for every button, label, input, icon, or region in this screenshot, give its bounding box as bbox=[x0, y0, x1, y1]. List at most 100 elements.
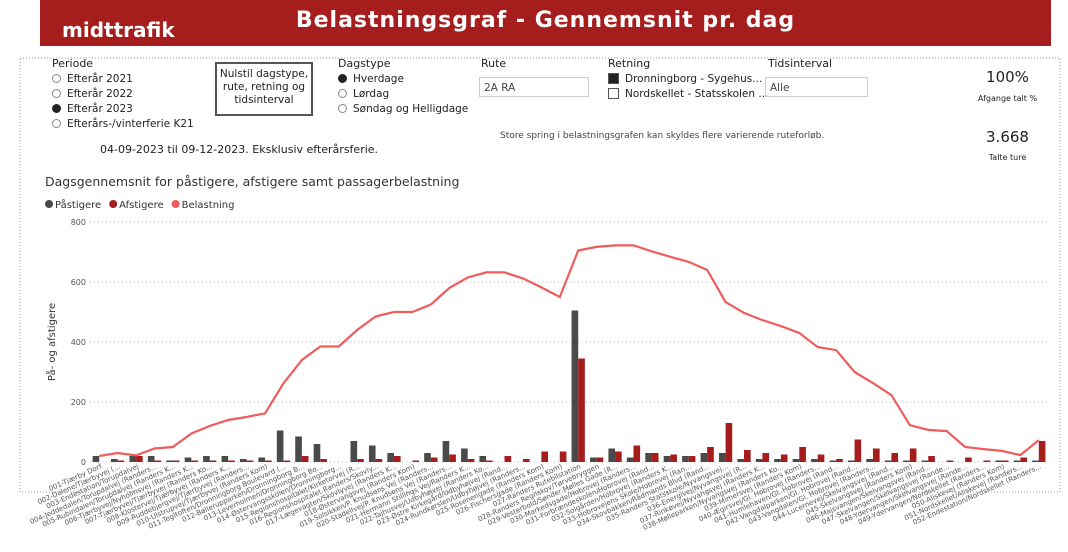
checkbox bbox=[608, 73, 619, 84]
bar bbox=[836, 459, 843, 462]
rute-dropdown[interactable]: 2A RA bbox=[479, 77, 589, 97]
option[interactable]: Efterår 2021 bbox=[52, 71, 194, 86]
periode-options: Efterår 2021 Efterår 2022 Efterår 2023 Efte… bbox=[52, 71, 194, 131]
legend-label: Afstigere bbox=[119, 200, 163, 211]
bar bbox=[154, 460, 162, 462]
bar bbox=[1001, 460, 1009, 462]
bar bbox=[707, 447, 714, 462]
bar bbox=[903, 460, 910, 462]
bar bbox=[442, 441, 450, 462]
y-tick-label: 400 bbox=[71, 338, 86, 347]
bar bbox=[479, 456, 487, 462]
option-label: Efterårs-/vinterferie K21 bbox=[67, 117, 194, 130]
option-label: Efterår 2022 bbox=[67, 87, 133, 100]
dagstype-options: Hverdage Lørdag Søndag og Helligdage bbox=[338, 71, 468, 116]
legend-marker bbox=[171, 200, 180, 208]
checkbox bbox=[608, 88, 619, 99]
radio bbox=[338, 89, 347, 98]
legend-label: Belastning bbox=[182, 200, 235, 211]
bar bbox=[615, 451, 622, 462]
frame bbox=[19, 57, 1061, 493]
reset-button[interactable]: Nulstil dagstype, rute, retning og tidsi… bbox=[215, 62, 313, 116]
option[interactable]: Lørdag bbox=[338, 86, 468, 101]
logo: midttrafik bbox=[62, 18, 175, 42]
bar bbox=[461, 448, 468, 462]
bar bbox=[762, 453, 770, 462]
bar bbox=[799, 447, 806, 462]
y-axis-label: På- og afstigere bbox=[45, 303, 58, 381]
chart-title: Dagsgennemsnit for påstigere, afstigere … bbox=[45, 174, 459, 189]
kpi-value: 100% bbox=[986, 68, 1029, 86]
bar bbox=[412, 460, 420, 462]
note: Store spring i belastningsgrafen kan sky… bbox=[500, 131, 825, 141]
periode-label: Periode bbox=[52, 57, 94, 70]
header: midttrafik Belastningsgraf - Gennemsnit … bbox=[40, 0, 1051, 46]
bar bbox=[663, 456, 671, 462]
bar bbox=[147, 456, 155, 462]
option[interactable]: Søndag og Helligdage bbox=[338, 101, 468, 116]
bar bbox=[522, 459, 530, 462]
bar bbox=[928, 456, 935, 462]
bar bbox=[590, 457, 597, 462]
option[interactable]: Efterårs-/vinterferie K21 bbox=[52, 116, 194, 131]
bar bbox=[350, 441, 358, 462]
bar bbox=[246, 460, 254, 462]
bar bbox=[700, 453, 708, 462]
option[interactable]: Nordskellet - Statsskolen ... bbox=[608, 86, 768, 101]
option[interactable]: Efterår 2023 bbox=[52, 101, 194, 116]
bar bbox=[172, 460, 180, 462]
bar bbox=[780, 454, 788, 462]
bar bbox=[995, 460, 1002, 462]
bar bbox=[829, 460, 837, 462]
bar bbox=[357, 459, 364, 462]
bar bbox=[817, 454, 825, 462]
bar bbox=[884, 460, 892, 462]
bar bbox=[965, 457, 972, 462]
legend-marker bbox=[109, 200, 118, 208]
option[interactable]: Dronningborg - Sygehus... bbox=[608, 71, 768, 86]
bar bbox=[578, 358, 585, 462]
bar bbox=[387, 453, 394, 462]
bar bbox=[221, 456, 229, 462]
dagstype-label: Dagstype bbox=[338, 57, 391, 70]
bar bbox=[276, 430, 284, 462]
bar bbox=[596, 457, 604, 462]
bar bbox=[301, 456, 309, 462]
bar bbox=[755, 459, 763, 462]
line bbox=[99, 244, 1040, 458]
bar bbox=[946, 460, 954, 462]
bar bbox=[651, 453, 659, 462]
bar bbox=[467, 459, 475, 462]
bar bbox=[921, 460, 929, 462]
bar bbox=[295, 436, 302, 462]
bar bbox=[166, 460, 173, 462]
bar bbox=[184, 457, 192, 462]
bar bbox=[228, 460, 235, 462]
radio bbox=[338, 74, 347, 83]
bar bbox=[571, 310, 579, 462]
y-tick-label: 800 bbox=[71, 218, 86, 227]
y-tick-label: 600 bbox=[71, 278, 86, 287]
bar bbox=[486, 460, 493, 462]
bar bbox=[559, 451, 567, 462]
bar bbox=[608, 448, 616, 462]
bar bbox=[258, 457, 266, 462]
bar bbox=[670, 454, 677, 462]
bar bbox=[375, 459, 383, 462]
option-label: Dronningborg - Sygehus... bbox=[625, 72, 763, 85]
bar bbox=[203, 456, 210, 462]
bar bbox=[847, 460, 855, 462]
bar bbox=[424, 453, 431, 462]
option[interactable]: Efterår 2022 bbox=[52, 86, 194, 101]
bar bbox=[283, 460, 291, 462]
tidsinterval-dropdown[interactable]: Alle bbox=[765, 77, 868, 97]
kpi-value: 3.668 bbox=[986, 128, 1029, 146]
radio bbox=[52, 74, 61, 83]
option[interactable]: Hverdage bbox=[338, 71, 468, 86]
bar bbox=[129, 456, 137, 462]
bar bbox=[983, 460, 991, 462]
option-label: Efterår 2023 bbox=[67, 102, 133, 115]
bar bbox=[718, 453, 726, 462]
bar bbox=[774, 459, 781, 462]
